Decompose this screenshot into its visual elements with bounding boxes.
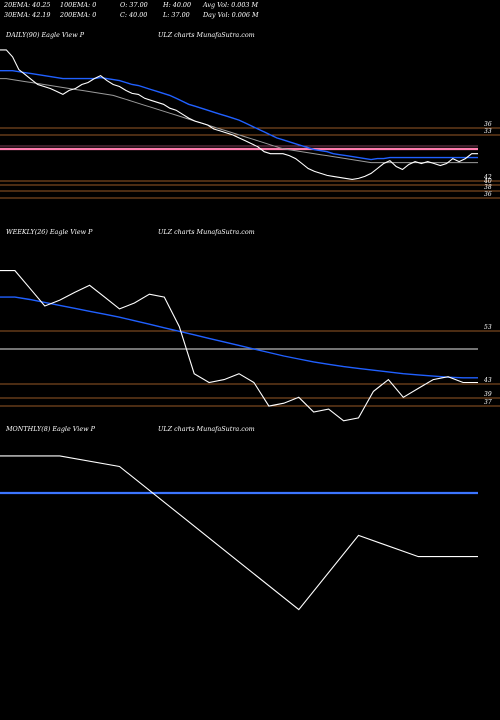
daily-price-line xyxy=(0,49,478,180)
stat-high: H: 40.00 xyxy=(163,1,192,9)
weekly-panel-source: ULZ charts MunafaSutra.com xyxy=(158,228,255,236)
stat-day-vol: Day Vol: 0.006 M xyxy=(203,11,259,19)
stat-close: C: 40.00 xyxy=(120,11,148,19)
weekly-ema-blue-line xyxy=(0,296,478,379)
stat-30ema: 30EMA: 42.19 xyxy=(4,11,51,19)
daily-level-label: 36 xyxy=(484,121,492,128)
stat-200ema: 200EMA: 0 xyxy=(60,11,97,19)
daily-level-label: 36 xyxy=(484,191,492,198)
daily-level-label: 40 xyxy=(483,178,492,185)
weekly-level-label: 39 xyxy=(484,391,492,398)
daily-ema-blue-line xyxy=(0,70,478,161)
daily-level-label: 42 xyxy=(483,174,492,181)
stat-20ema: 20EMA: 40.25 xyxy=(4,1,51,9)
stat-open: O: 37.00 xyxy=(120,1,148,9)
daily-level-label: 33 xyxy=(484,128,492,135)
weekly-panel-title: WEEKLY(26) Eagle View P xyxy=(6,228,93,236)
weekly-level-label: 37 xyxy=(484,399,492,406)
monthly-panel-title: MONTHLY(8) Eagle View P xyxy=(6,425,95,433)
monthly-chart xyxy=(0,455,478,611)
weekly-level-label: 43 xyxy=(483,377,492,384)
monthly-panel-source: ULZ charts MunafaSutra.com xyxy=(158,425,255,433)
monthly-price-line xyxy=(0,455,478,611)
stat-avg-vol: Avg Vol: 0.003 M xyxy=(203,1,259,9)
stat-100ema: 100EMA: 0 xyxy=(60,1,97,9)
daily-panel-title: DAILY(90) Eagle View P xyxy=(6,31,85,39)
weekly-price-line xyxy=(0,270,478,422)
daily-ema-grey-line xyxy=(0,78,478,164)
stat-low: L: 37.00 xyxy=(163,11,190,19)
daily-level-label: 38 xyxy=(484,184,492,191)
weekly-level-label: 53 xyxy=(484,324,492,331)
daily-panel-source: ULZ charts MunafaSutra.com xyxy=(158,31,255,39)
